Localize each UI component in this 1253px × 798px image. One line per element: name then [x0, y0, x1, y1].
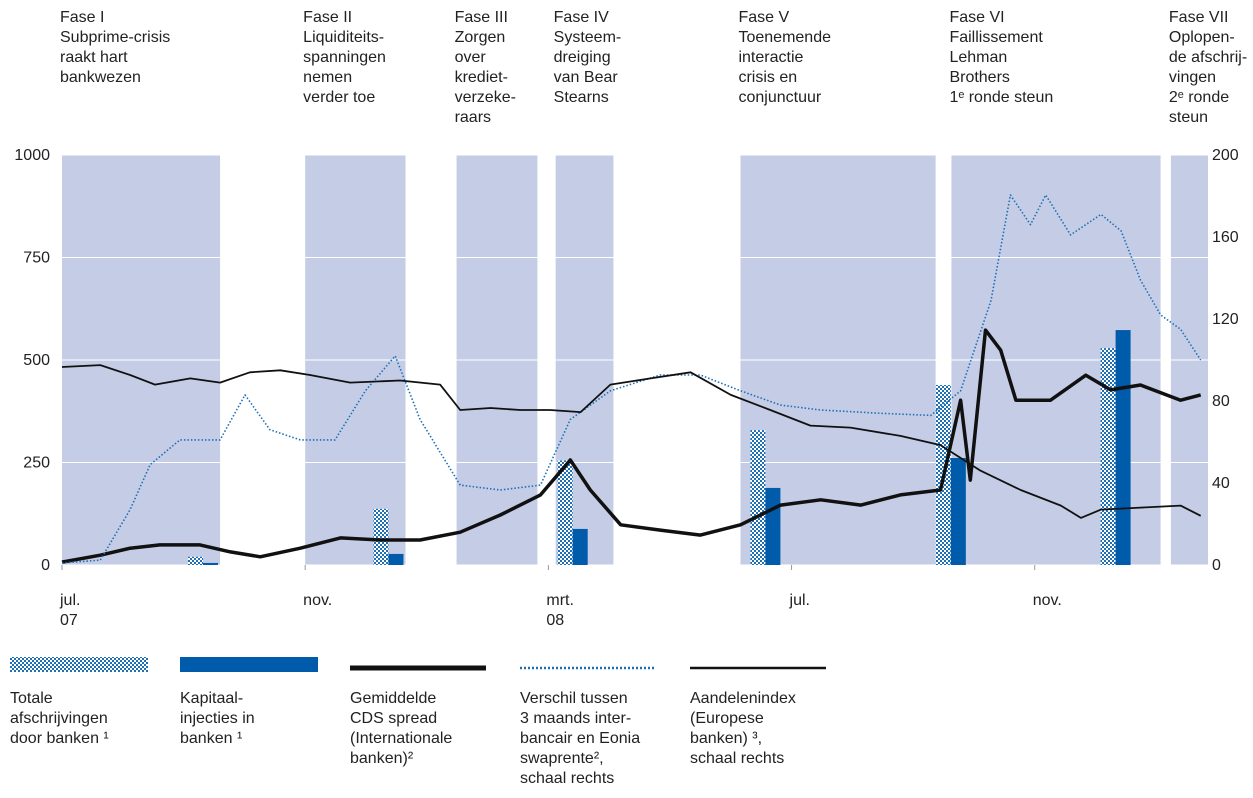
- legend-swatch: [180, 657, 318, 672]
- x-tick-label: jul. 07: [59, 592, 80, 629]
- legend-label: Verschil tussen 3 maands inter-bancair en…: [520, 690, 640, 787]
- bar: [765, 487, 781, 565]
- legend-label: Aandelenindex (Europese banken) ³, schaal r…: [690, 690, 796, 767]
- y2-tick-label: 0: [1212, 557, 1221, 574]
- y2-tick-label: 200: [1212, 147, 1239, 164]
- bar: [1115, 330, 1131, 565]
- bar: [1100, 348, 1116, 565]
- y-tick-label: 500: [23, 352, 50, 369]
- y-tick-label: 250: [23, 455, 50, 472]
- y-tick-label: 0: [41, 557, 50, 574]
- legend-label: Kapitaal-injecties in banken ¹: [180, 690, 255, 747]
- bar: [950, 457, 966, 565]
- line: [61, 194, 1202, 564]
- legend-label: Totale afschrijvingen door banken ¹: [10, 690, 109, 747]
- bar: [557, 460, 573, 565]
- y-tick-label: 1000: [14, 147, 50, 164]
- bar: [572, 528, 588, 565]
- phase-label: Fase II Liquiditeits-spanningen nemen verde…: [303, 9, 386, 106]
- phase-label: Fase VI Faillissement Lehman Brothers 1ᵉ ron…: [949, 9, 1053, 106]
- bar: [203, 562, 219, 565]
- phase-label: Fase V Toenemende interactie crisis en conju…: [738, 9, 831, 106]
- x-tick-label: jul.: [789, 592, 810, 609]
- phase-label: Fase VII Oplopen-de afschrij-vingen 2ᵉ ron…: [1169, 9, 1247, 126]
- y2-tick-label: 40: [1212, 475, 1230, 492]
- legend-swatch: [10, 657, 148, 672]
- bar: [750, 430, 766, 565]
- x-tick-label: mrt. 08: [546, 592, 574, 629]
- x-tick-label: nov.: [303, 592, 332, 609]
- line: [61, 328, 1202, 564]
- y2-tick-label: 160: [1212, 229, 1239, 246]
- line: [61, 364, 1202, 519]
- phase-label: Fase III Zorgen over krediet-verzeke-raars: [455, 9, 516, 126]
- legend-label: Gemiddelde CDS spread (Internationale banke…: [350, 690, 452, 767]
- y-tick-label: 750: [23, 250, 50, 267]
- bar: [388, 553, 404, 565]
- y2-tick-label: 80: [1212, 393, 1230, 410]
- phase-label: Fase I Subprime-crisis raakt hart bankwezen: [60, 9, 170, 86]
- bar: [373, 508, 389, 565]
- x-tick-label: nov.: [1033, 592, 1062, 609]
- bar: [188, 556, 204, 565]
- y2-tick-label: 120: [1212, 311, 1239, 328]
- phase-label: Fase IV Systeem-dreiging van Bear Stearns: [554, 9, 622, 106]
